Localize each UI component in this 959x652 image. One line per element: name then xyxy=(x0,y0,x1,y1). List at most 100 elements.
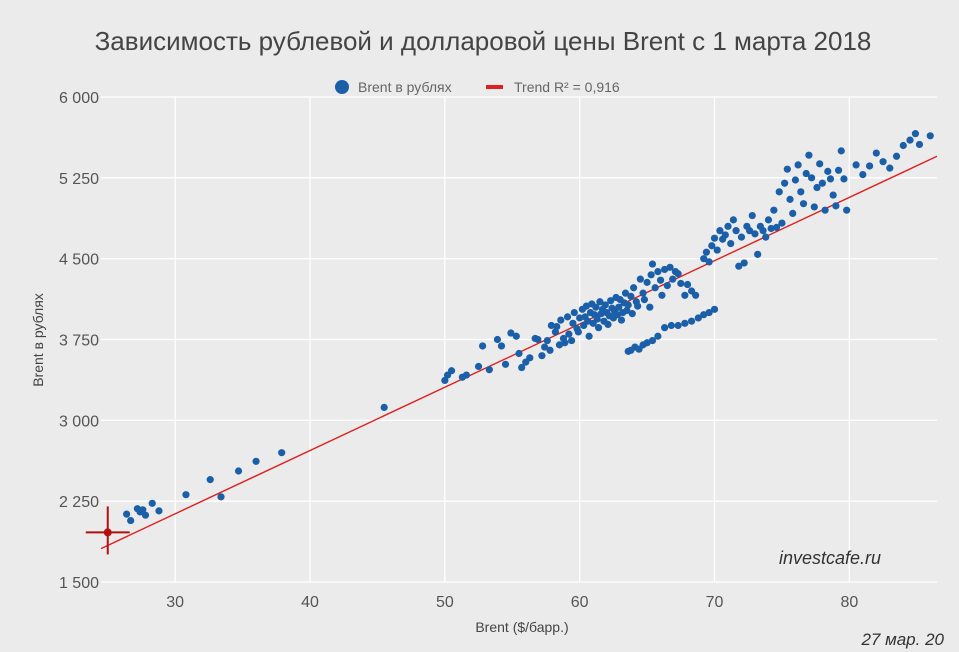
data-point xyxy=(565,330,573,338)
data-point xyxy=(700,311,708,319)
data-point xyxy=(797,188,805,196)
data-point xyxy=(906,136,914,144)
data-point xyxy=(674,321,682,330)
y-tick-label: 3 750 xyxy=(59,333,99,350)
legend-marker-points xyxy=(335,80,349,94)
data-point xyxy=(683,280,692,289)
data-point xyxy=(592,303,600,311)
data-point xyxy=(601,301,609,309)
data-point xyxy=(485,366,493,374)
data-point xyxy=(441,376,449,385)
x-tick-label: 80 xyxy=(840,594,858,611)
data-point xyxy=(705,308,713,317)
data-point xyxy=(710,234,719,242)
data-point xyxy=(621,289,630,297)
data-point xyxy=(651,284,659,292)
data-point xyxy=(123,510,131,518)
data-point xyxy=(501,360,510,368)
data-point xyxy=(732,227,740,235)
data-point xyxy=(139,506,147,514)
data-point xyxy=(127,516,135,525)
data-point xyxy=(669,275,677,283)
data-point xyxy=(627,292,635,300)
date-stamp: 27 мар. 20 xyxy=(860,630,944,649)
data-point xyxy=(557,316,565,324)
data-point xyxy=(727,239,735,248)
data-point xyxy=(772,223,781,232)
data-point xyxy=(546,346,554,354)
data-point xyxy=(832,202,840,210)
data-point xyxy=(915,140,924,149)
data-point xyxy=(582,302,591,310)
data-point xyxy=(569,319,577,327)
data-point xyxy=(840,175,848,183)
data-point xyxy=(751,230,759,238)
data-point xyxy=(462,371,471,379)
data-point xyxy=(541,343,549,351)
data-point xyxy=(791,176,800,184)
data-point xyxy=(574,328,582,336)
data-point xyxy=(206,476,214,484)
data-point xyxy=(754,250,762,258)
data-point xyxy=(810,203,818,211)
data-point xyxy=(278,449,286,457)
data-point xyxy=(783,165,791,173)
data-point xyxy=(899,141,907,150)
data-point xyxy=(729,216,737,224)
data-point xyxy=(816,160,824,168)
data-point xyxy=(843,206,851,214)
data-point xyxy=(576,314,584,322)
x-axis-label: Brent ($/барр.) xyxy=(475,619,568,635)
data-point xyxy=(182,491,190,499)
data-point xyxy=(646,303,654,311)
data-point xyxy=(507,329,515,337)
data-point xyxy=(141,511,150,519)
data-point xyxy=(778,219,786,227)
data-point xyxy=(737,233,746,241)
data-point xyxy=(636,275,644,283)
grid xyxy=(101,96,937,583)
data-point xyxy=(526,354,534,362)
data-point xyxy=(872,149,880,157)
data-point xyxy=(493,335,502,344)
data-point xyxy=(217,493,225,501)
data-point xyxy=(538,352,546,360)
data-point xyxy=(764,216,773,224)
data-point xyxy=(829,191,837,199)
data-point xyxy=(639,289,647,297)
data-point xyxy=(647,271,655,279)
data-point xyxy=(724,222,732,230)
highlight-marker xyxy=(85,506,130,555)
data-point xyxy=(617,316,626,324)
data-point xyxy=(837,147,845,155)
data-point xyxy=(234,467,243,475)
data-point xyxy=(775,188,783,196)
data-point xyxy=(824,167,832,175)
y-tick-label: 3 000 xyxy=(59,413,99,430)
data-point xyxy=(634,302,642,310)
scatter-points xyxy=(104,130,934,537)
data-point xyxy=(623,306,631,314)
data-point xyxy=(781,179,789,187)
data-point xyxy=(789,209,797,217)
data-point xyxy=(681,319,689,327)
data-point xyxy=(786,195,794,203)
y-tick-label: 2 250 xyxy=(59,494,99,511)
data-point xyxy=(553,322,561,331)
watermark: investcafe.ru xyxy=(779,548,881,568)
data-point xyxy=(478,342,487,350)
y-tick-label: 1 500 xyxy=(59,575,99,592)
data-point xyxy=(700,255,708,263)
data-point xyxy=(604,320,612,329)
data-point xyxy=(663,282,671,290)
data-point xyxy=(759,227,767,235)
y-tick-label: 5 250 xyxy=(59,171,99,188)
data-point xyxy=(648,336,657,345)
data-point xyxy=(474,362,483,371)
data-point xyxy=(799,200,808,208)
data-point xyxy=(630,284,638,292)
data-point xyxy=(708,242,716,250)
data-point xyxy=(624,301,632,309)
